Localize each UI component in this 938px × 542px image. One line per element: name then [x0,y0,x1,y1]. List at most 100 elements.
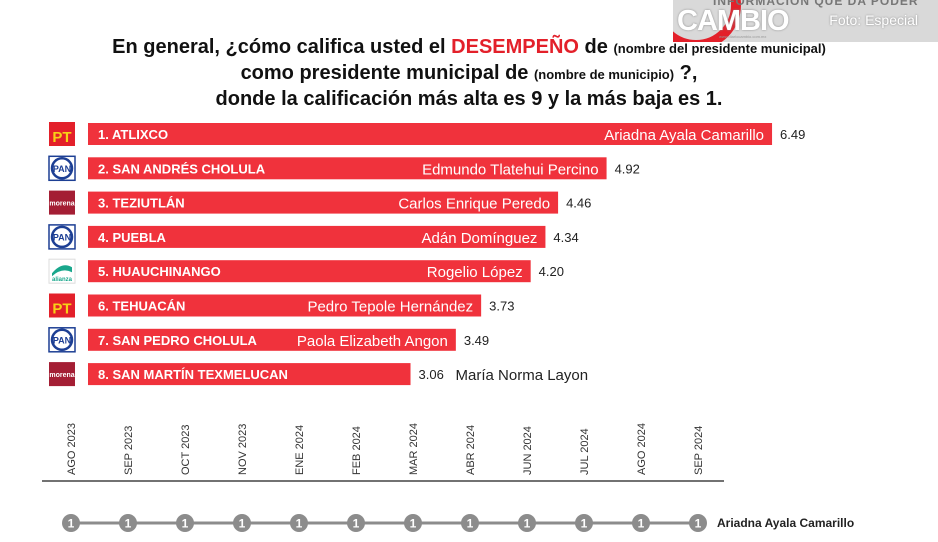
pan-logo-label: PAN [53,164,71,174]
rank-label: 1 [695,517,702,531]
alianza-logo-label: alianza [52,277,73,283]
month-label: SEP 2024 [693,426,705,475]
rank-dot [176,514,194,532]
rank-dot [575,514,593,532]
question-line-2: como presidente municipal de (nombre de … [0,62,938,85]
president-name: Pedro Tepole Hernández [307,299,473,316]
month-label: MAR 2024 [408,423,420,475]
rank-dot [290,514,308,532]
brand-ring-icon [673,0,741,42]
timeline-person-label: Ariadna Ayala Camarillo [717,516,854,530]
bar [88,363,411,386]
rank-dot [404,514,422,532]
month-label: AGO 2023 [66,423,78,475]
pan-logo-ring [50,225,74,249]
month-label: ABR 2024 [465,425,477,475]
pt-logo-label: PT [52,129,71,146]
value-label: 3.73 [489,299,514,314]
bar [88,225,546,248]
rank-dot [62,514,80,532]
month-label: OCT 2023 [180,424,192,475]
month-label: JUN 2024 [522,426,534,475]
brand-logo: CAMBIO [677,5,790,37]
bar [88,123,773,145]
rank-label: 1 [410,517,417,531]
brand-tagline: INFORMACIÓN QUE DA PODER [713,0,919,8]
president-name: Edmundo Tlatehui Percino [422,161,599,178]
value-label: 4.46 [566,196,591,211]
president-name: Adán Domínguez [422,230,538,247]
category-label: 3. TEZIUTLÁN [98,196,185,211]
rank-dot [461,514,479,532]
value-label: 4.92 [615,161,640,176]
brand-header: INFORMACIÓN QUE DA PODER CAMBIO www.diar… [673,0,938,42]
value-label: 6.49 [780,127,805,142]
rank-label: 1 [353,517,360,531]
month-label: SEP 2023 [123,426,135,475]
rank-dot [689,514,707,532]
rank-label: 1 [524,517,531,531]
brand-site: www.diariocambio.com.mx [719,34,767,39]
question-text-a: En general, ¿cómo califica usted el [112,36,452,58]
rank-label: 1 [239,517,246,531]
morena-logo-icon [49,190,75,215]
rank-label: 1 [125,517,132,531]
month-label: AGO 2024 [636,423,648,475]
bar [88,294,482,317]
pt-logo-icon [49,293,75,318]
category-label: 6. TEHUACÁN [98,299,185,314]
pan-logo-label: PAN [53,335,71,345]
bar [88,157,607,180]
category-label: 2. SAN ANDRÉS CHOLULA [98,161,266,176]
value-label: 3.06 [419,367,444,382]
rank-label: 1 [296,517,303,531]
alianza-logo-swoosh [52,265,72,277]
president-name: Ariadna Ayala Camarillo [604,127,764,144]
month-label: ENE 2024 [294,425,306,475]
morena-logo-label: morena [49,201,74,208]
category-label: 4. PUEBLA [98,230,167,245]
rank-dot [347,514,365,532]
rank-dot [632,514,650,532]
month-label: JUL 2024 [579,428,591,475]
rank-dot [233,514,251,532]
rank-label: 1 [467,517,474,531]
president-name: Carlos Enrique Peredo [398,196,550,213]
bar [88,191,559,214]
category-label: 5. HUAUCHINANGO [98,264,221,279]
pan-logo-label: PAN [53,232,71,242]
president-name: Rogelio López [427,264,523,281]
category-label: 8. SAN MARTÍN TEXMELUCAN [98,367,288,382]
rank-label: 1 [182,517,189,531]
photo-credit: Foto: Especial [829,12,918,28]
morena-logo-icon [49,362,75,387]
value-label: 4.34 [553,230,578,245]
rank-dot [518,514,536,532]
question-small-president: (nombre del presidente municipal) [613,41,826,56]
pt-logo-label: PT [52,301,71,318]
president-name: Paola Elizabeth Angon [297,333,448,350]
pan-logo-ring [50,157,74,180]
morena-logo-label: morena [49,372,74,379]
question-text-b: de [578,36,614,58]
question-small-municipio: (nombre de municipio) [533,67,675,82]
bar [88,260,531,283]
month-label: NOV 2023 [237,424,249,475]
pan-logo-ring [50,328,74,352]
rank-dot [119,514,137,532]
bar [88,328,456,351]
question-highlight: DESEMPEÑO [451,36,579,58]
pt-logo-icon [49,122,75,146]
value-label: 3.49 [464,333,489,348]
question-text-d: ?, [674,62,698,84]
month-label: FEB 2024 [351,426,363,475]
question-line-1: En general, ¿cómo califica usted el DESE… [0,36,938,59]
question-text-c: como presidente municipal de [240,62,534,84]
rank-label: 1 [68,517,75,531]
question-line-3: donde la calificación más alta es 9 y la… [215,88,723,110]
value-label: 4.20 [539,264,564,279]
president-name: María Norma Layon [456,367,589,384]
category-label: 1. ATLIXCO [98,127,168,142]
rank-label: 1 [581,517,588,531]
